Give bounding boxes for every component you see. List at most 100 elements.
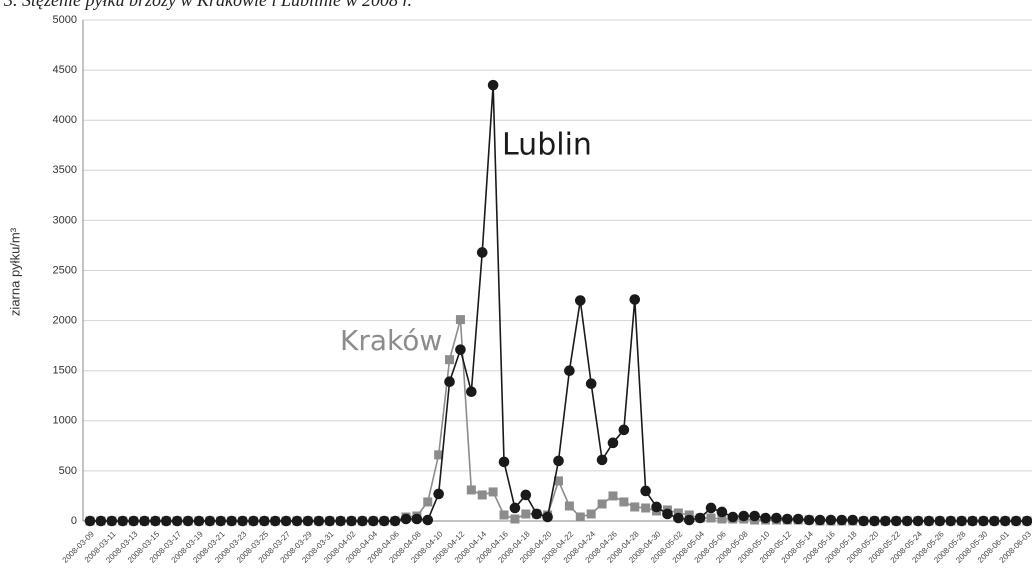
data-point — [520, 489, 532, 501]
data-point — [641, 503, 651, 513]
data-point — [683, 514, 695, 526]
y-tick-label: 1000 — [53, 415, 77, 427]
data-point — [934, 515, 946, 527]
data-point — [629, 294, 641, 305]
data-point — [554, 476, 563, 486]
data-point — [662, 508, 673, 520]
data-point — [182, 515, 194, 527]
data-point — [673, 512, 684, 524]
data-point — [117, 515, 128, 527]
data-point — [967, 515, 978, 527]
data-point — [542, 511, 553, 523]
data-point — [226, 515, 237, 527]
data-point — [367, 515, 379, 527]
data-point — [128, 515, 139, 527]
data-point — [553, 455, 564, 467]
data-point — [477, 490, 487, 500]
data-point — [487, 79, 499, 91]
data-point — [521, 509, 531, 519]
data-point — [814, 514, 826, 526]
data-point — [694, 512, 706, 524]
data-point — [564, 501, 574, 511]
data-point — [585, 378, 597, 390]
data-point — [248, 515, 259, 527]
data-point — [400, 513, 412, 525]
data-point — [771, 512, 782, 524]
data-point — [760, 512, 771, 524]
data-point — [923, 515, 935, 527]
data-point — [978, 515, 989, 527]
data-point — [531, 508, 543, 520]
data-point — [455, 344, 466, 355]
data-point — [1021, 515, 1032, 527]
data-point — [792, 513, 804, 525]
data-point — [346, 515, 357, 527]
data-point — [488, 487, 498, 497]
data-point — [574, 295, 586, 306]
data-point — [989, 515, 1000, 527]
data-point — [509, 502, 521, 514]
data-point — [596, 454, 608, 466]
data-point — [727, 511, 739, 523]
data-point — [84, 515, 96, 527]
data-point — [619, 497, 629, 507]
data-point — [433, 488, 444, 500]
data-point — [455, 315, 465, 325]
data-point — [847, 514, 858, 526]
data-point — [445, 355, 455, 365]
data-point — [95, 515, 107, 527]
data-point — [597, 499, 607, 509]
data-point — [880, 515, 891, 527]
data-point — [302, 515, 314, 527]
data-point — [193, 515, 205, 527]
data-point — [749, 510, 760, 522]
data-point — [423, 497, 433, 507]
data-point — [717, 514, 727, 524]
y-tick-label: 3000 — [53, 214, 77, 226]
annotation: Lublin — [502, 128, 592, 163]
data-point — [607, 437, 619, 449]
y-axis-label: ziarna pyłku/m³ — [7, 227, 22, 316]
data-point — [858, 515, 869, 527]
data-point — [139, 515, 150, 527]
data-point — [575, 512, 585, 522]
y-tick-label: 3500 — [53, 164, 77, 176]
data-point — [291, 515, 303, 527]
data-point — [564, 365, 575, 377]
data-point — [498, 456, 510, 468]
y-tick-label: 2000 — [53, 315, 77, 327]
data-point — [510, 514, 520, 524]
y-tick-label: 500 — [59, 465, 77, 477]
data-point — [706, 513, 716, 523]
data-point — [476, 247, 488, 258]
data-point — [466, 386, 477, 398]
y-tick-label: 4000 — [53, 114, 77, 126]
data-point — [836, 514, 848, 526]
data-point — [499, 510, 509, 520]
data-point — [651, 501, 662, 513]
data-point — [106, 515, 118, 527]
y-tick-label: 4500 — [53, 64, 77, 76]
data-point — [422, 514, 434, 526]
data-point — [869, 515, 880, 527]
data-point — [378, 515, 390, 527]
annotation: Kraków — [340, 324, 442, 357]
data-point — [630, 502, 640, 512]
y-tick-label: 2500 — [53, 264, 77, 276]
data-point — [608, 491, 618, 501]
data-point — [204, 515, 216, 527]
data-point — [466, 485, 476, 495]
data-point — [1010, 515, 1022, 527]
y-tick-label: 5000 — [53, 14, 77, 26]
data-point — [618, 424, 630, 436]
series-line — [90, 319, 1027, 522]
data-point — [901, 515, 913, 527]
data-point — [912, 515, 924, 527]
data-point — [434, 450, 444, 460]
data-point — [705, 502, 717, 514]
data-point — [259, 515, 270, 527]
data-point — [738, 510, 750, 522]
data-point — [171, 515, 183, 527]
data-point — [803, 514, 815, 526]
